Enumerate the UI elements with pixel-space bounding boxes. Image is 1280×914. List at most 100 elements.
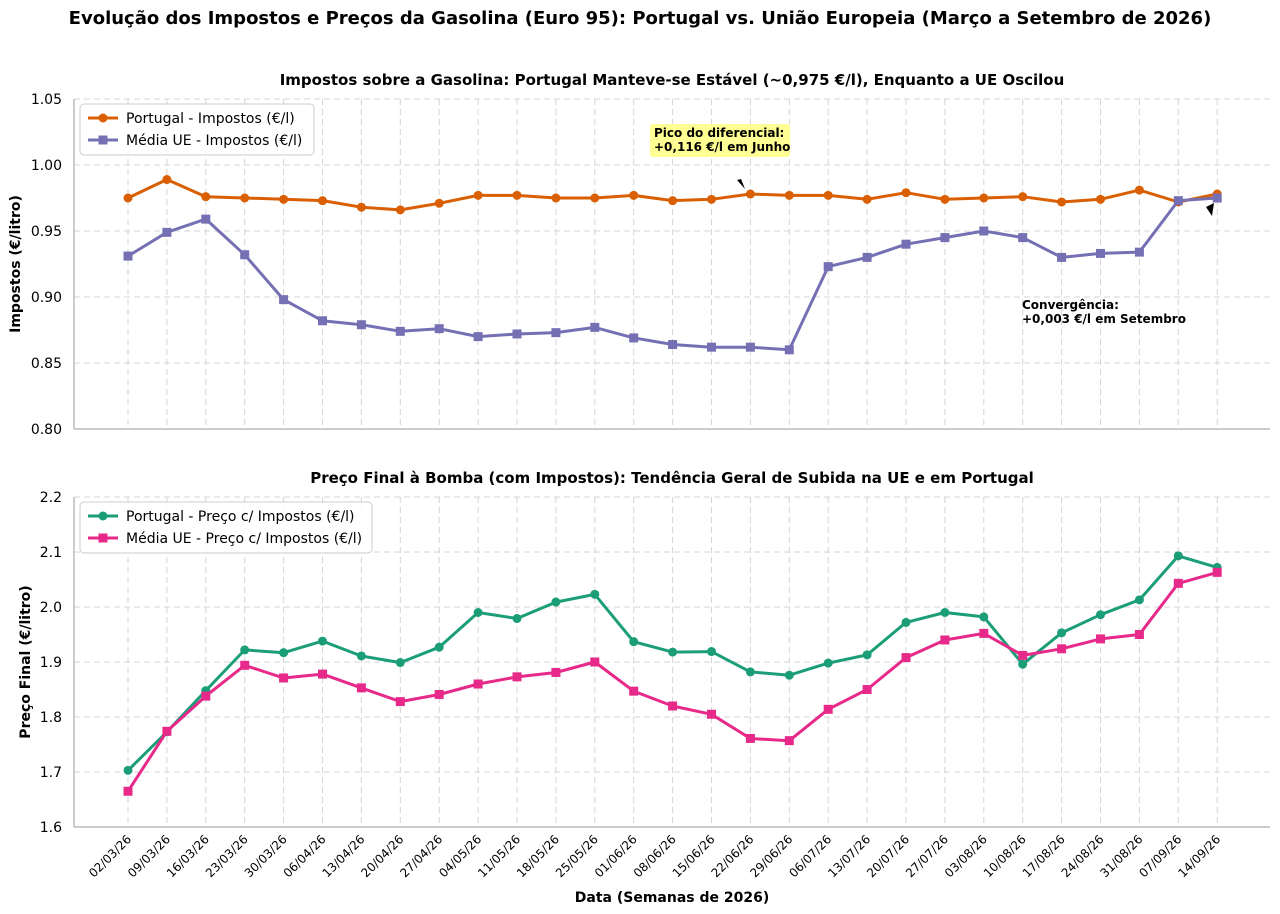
data-point bbox=[784, 670, 794, 680]
data-point bbox=[512, 329, 522, 339]
x-axis-label: Data (Semanas de 2026) bbox=[575, 890, 769, 906]
legend-marker bbox=[98, 511, 108, 521]
legend-box bbox=[79, 501, 373, 554]
legend-marker bbox=[98, 135, 108, 145]
data-point bbox=[745, 342, 755, 352]
data-point bbox=[1134, 247, 1144, 257]
figure-title: Evolução dos Impostos e Preços da Gasoli… bbox=[69, 8, 1212, 29]
data-point bbox=[862, 194, 872, 204]
data-point bbox=[279, 648, 289, 658]
data-point bbox=[940, 233, 950, 243]
y-tick-label: 1.7 bbox=[40, 765, 62, 781]
data-point bbox=[590, 193, 600, 203]
data-point bbox=[940, 635, 950, 645]
data-point bbox=[979, 628, 989, 638]
y-tick-label: 1.6 bbox=[40, 820, 62, 836]
data-point bbox=[629, 686, 639, 696]
data-point bbox=[823, 704, 833, 714]
data-point bbox=[668, 647, 678, 657]
data-point bbox=[279, 673, 289, 683]
data-point bbox=[1057, 252, 1067, 262]
y-tick-label: 0.85 bbox=[31, 356, 62, 372]
data-point bbox=[551, 667, 561, 677]
y-tick-label: 2.2 bbox=[40, 490, 62, 506]
legend-label: Portugal - Preço c/ Impostos (€/l) bbox=[126, 509, 355, 525]
y-tick-label: 1.05 bbox=[31, 92, 62, 108]
data-point bbox=[356, 683, 366, 693]
data-point bbox=[1018, 650, 1028, 660]
data-point bbox=[434, 324, 444, 334]
legend-label: Média UE - Preço c/ Impostos (€/l) bbox=[126, 531, 362, 547]
data-point bbox=[862, 252, 872, 262]
data-point bbox=[590, 657, 600, 667]
y-tick-label: 2.0 bbox=[40, 600, 62, 616]
data-point bbox=[434, 642, 444, 652]
taxes-annotations: Pico do diferencial:+0,116 €/l em Junho C… bbox=[650, 124, 1214, 326]
data-point bbox=[979, 226, 989, 236]
data-point bbox=[1018, 659, 1028, 669]
data-point bbox=[551, 597, 561, 607]
data-point bbox=[434, 198, 444, 208]
data-point bbox=[668, 196, 678, 206]
data-point bbox=[512, 190, 522, 200]
data-point bbox=[1018, 233, 1028, 243]
x-tick-label: 14/09/26 bbox=[1175, 832, 1223, 880]
data-point bbox=[318, 636, 327, 646]
data-point bbox=[745, 733, 755, 743]
data-point bbox=[707, 194, 716, 204]
y-tick-label: 1.9 bbox=[40, 655, 62, 671]
data-point bbox=[123, 193, 133, 203]
data-point bbox=[862, 685, 872, 694]
data-point bbox=[979, 193, 989, 203]
data-point bbox=[590, 589, 600, 599]
price-grid bbox=[74, 496, 1270, 828]
data-point bbox=[395, 697, 405, 707]
data-point bbox=[979, 612, 989, 622]
legend-label: Portugal - Impostos (€/l) bbox=[126, 111, 295, 127]
price-y-axis-label: Preço Final (€/litro) bbox=[18, 585, 34, 738]
data-point bbox=[123, 786, 133, 796]
data-point bbox=[240, 645, 250, 655]
data-point bbox=[162, 227, 172, 237]
data-point bbox=[279, 295, 289, 305]
data-point bbox=[1173, 196, 1183, 206]
data-point bbox=[1057, 644, 1067, 654]
data-point bbox=[901, 188, 911, 198]
data-point bbox=[1212, 567, 1222, 577]
data-point bbox=[318, 669, 327, 679]
data-point bbox=[512, 614, 522, 624]
data-point bbox=[201, 691, 211, 701]
taxes-series bbox=[123, 175, 1222, 355]
data-point bbox=[395, 205, 405, 215]
data-point bbox=[629, 637, 639, 647]
data-point bbox=[123, 251, 133, 261]
data-point bbox=[668, 340, 678, 350]
price-axes: 1.6 1.7 1.8 1.9 2.0 2.1 2.2 bbox=[40, 490, 1270, 836]
data-point bbox=[240, 193, 250, 203]
data-point bbox=[1173, 551, 1183, 561]
data-point bbox=[901, 239, 911, 249]
data-point bbox=[784, 736, 794, 746]
data-point bbox=[707, 709, 716, 719]
legend-box bbox=[79, 103, 315, 156]
data-point bbox=[473, 679, 483, 689]
data-point bbox=[1134, 185, 1144, 195]
data-point bbox=[318, 196, 327, 206]
data-point bbox=[629, 333, 639, 343]
data-point bbox=[590, 322, 600, 332]
taxes-grid bbox=[74, 98, 1270, 430]
data-point bbox=[123, 765, 133, 775]
data-point bbox=[1173, 578, 1183, 588]
data-point bbox=[862, 650, 872, 660]
data-point bbox=[473, 332, 483, 342]
data-point bbox=[356, 320, 366, 330]
data-point bbox=[279, 194, 289, 204]
data-point bbox=[356, 202, 366, 212]
annotation-arrow bbox=[1206, 203, 1214, 216]
data-point bbox=[240, 250, 250, 260]
data-point bbox=[1018, 192, 1028, 202]
data-point bbox=[240, 660, 250, 670]
annotation-text: Convergência: bbox=[1022, 298, 1119, 312]
data-point bbox=[668, 701, 678, 711]
